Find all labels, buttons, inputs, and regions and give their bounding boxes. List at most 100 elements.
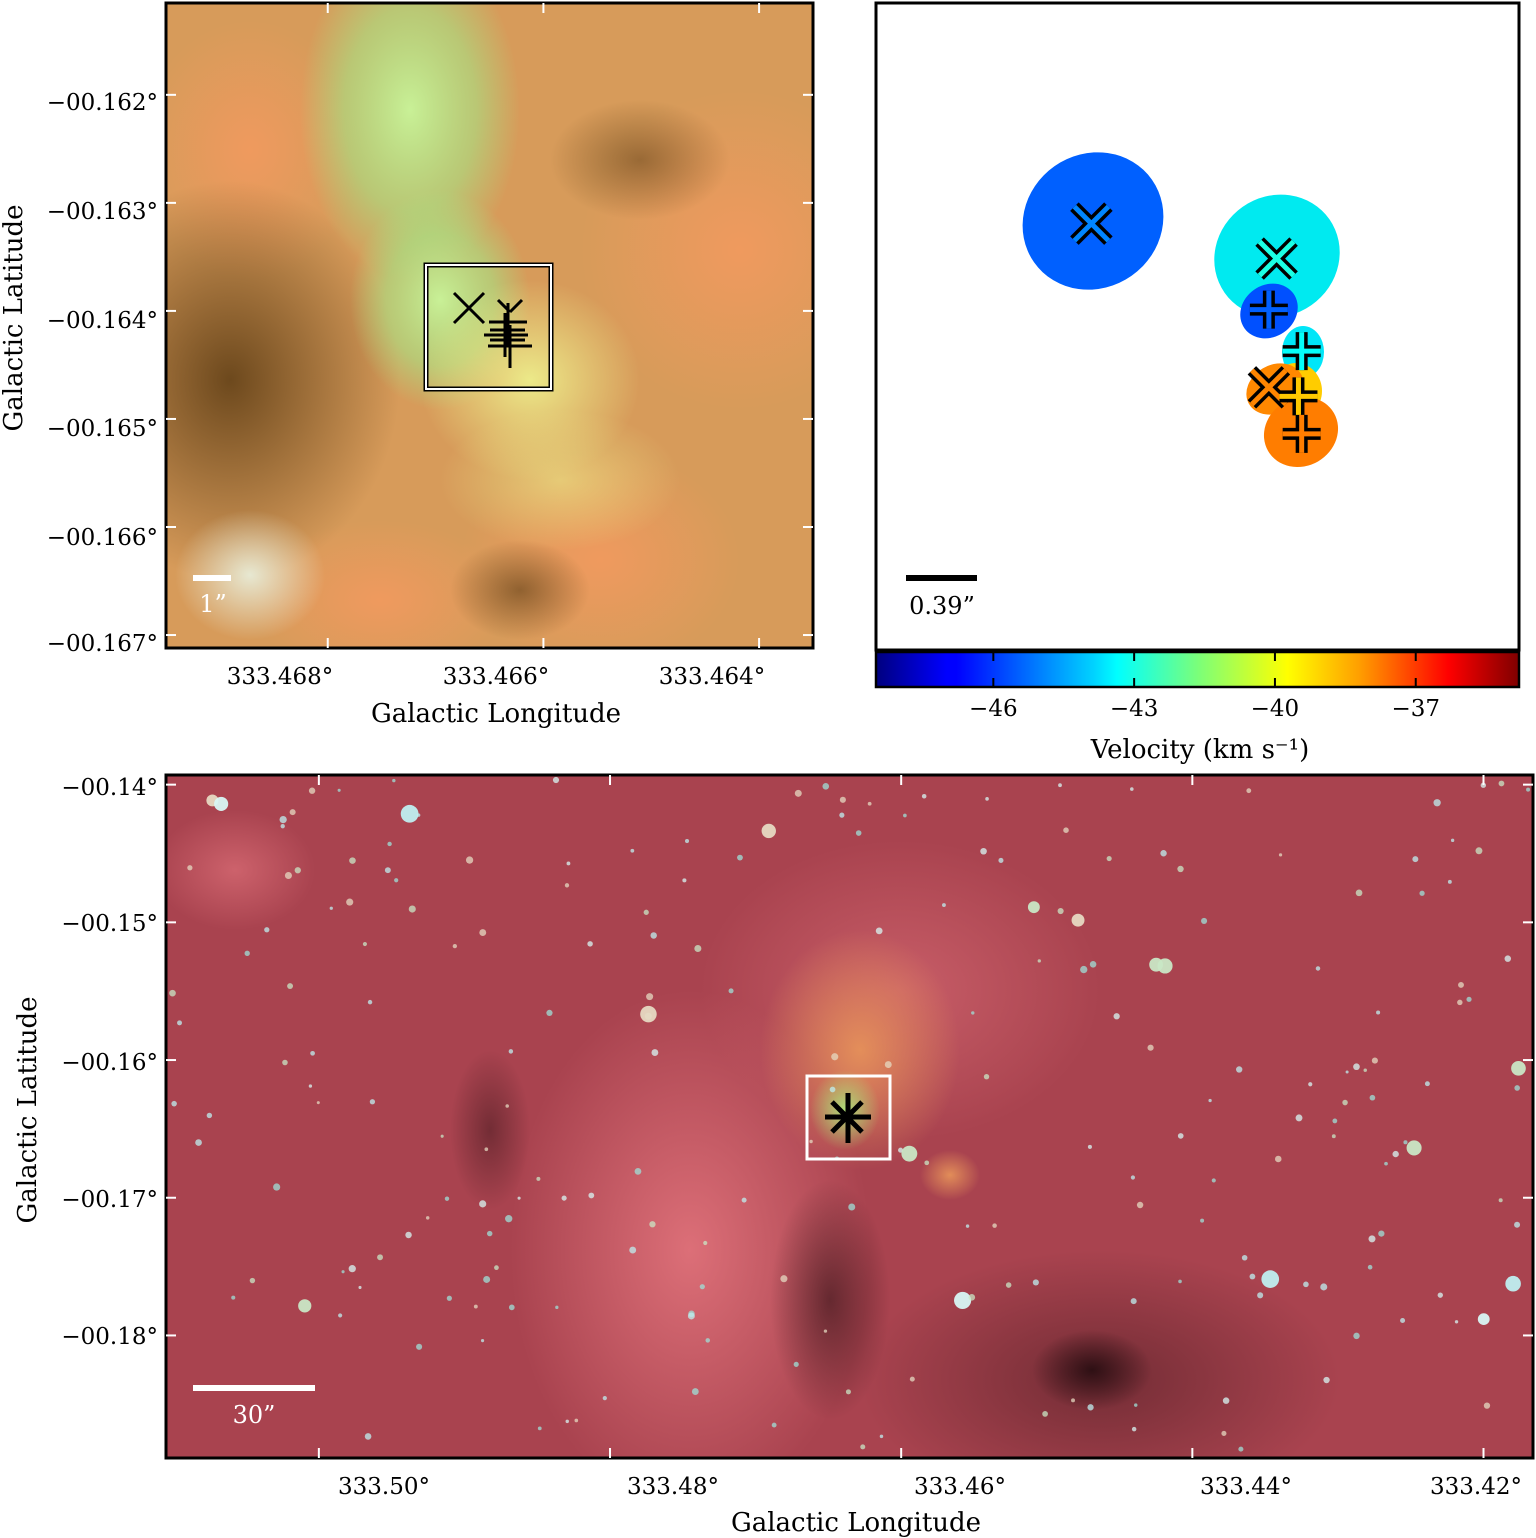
star bbox=[823, 1329, 828, 1333]
star bbox=[1526, 787, 1531, 792]
star bbox=[793, 1361, 799, 1367]
x-marker bbox=[1072, 204, 1111, 243]
star bbox=[1236, 1066, 1243, 1073]
star bbox=[903, 813, 907, 818]
topright-scalebar: 0.39” bbox=[906, 575, 977, 620]
star bbox=[505, 1215, 513, 1223]
star bbox=[1080, 965, 1088, 974]
star bbox=[1437, 1292, 1443, 1298]
star bbox=[480, 1339, 485, 1343]
star bbox=[1355, 889, 1363, 897]
star bbox=[1450, 838, 1455, 842]
star bbox=[1308, 1082, 1313, 1087]
star bbox=[452, 943, 457, 949]
star bbox=[1353, 1063, 1360, 1071]
star bbox=[565, 1419, 569, 1424]
star bbox=[855, 830, 862, 836]
plus-marker bbox=[1282, 332, 1321, 371]
star bbox=[564, 883, 570, 888]
bottom-xlabel: Galactic Longitude bbox=[731, 1508, 981, 1538]
star bbox=[1042, 1411, 1048, 1417]
star bbox=[574, 1418, 579, 1423]
star bbox=[965, 1224, 970, 1228]
star bbox=[206, 1112, 213, 1119]
star bbox=[1477, 1313, 1490, 1326]
topleft-image bbox=[166, 3, 813, 648]
ytick-label: −00.15° bbox=[61, 911, 158, 937]
star bbox=[282, 1059, 288, 1066]
star bbox=[546, 1009, 553, 1016]
star bbox=[588, 1192, 595, 1199]
star bbox=[394, 878, 399, 883]
star bbox=[484, 1147, 489, 1152]
bottom-frame bbox=[164, 773, 1535, 1460]
star bbox=[1514, 1085, 1520, 1091]
star bbox=[1400, 1317, 1406, 1324]
xtick-label: 333.42° bbox=[1430, 1474, 1522, 1500]
star bbox=[1331, 1134, 1336, 1139]
star bbox=[831, 1053, 839, 1061]
star bbox=[517, 1196, 521, 1200]
star bbox=[505, 1104, 509, 1108]
star bbox=[587, 941, 593, 947]
star bbox=[1130, 787, 1134, 791]
star bbox=[1160, 850, 1167, 857]
xtick-label: 333.464° bbox=[659, 664, 766, 690]
star bbox=[1353, 1332, 1360, 1340]
bottom-scalebar-label: 30” bbox=[233, 1401, 276, 1429]
topright-scalebar-label: 0.39” bbox=[909, 592, 975, 620]
plus-marker bbox=[488, 325, 532, 368]
star bbox=[329, 906, 333, 910]
star bbox=[983, 1074, 990, 1080]
star bbox=[552, 776, 560, 784]
star bbox=[794, 789, 802, 797]
star bbox=[425, 1216, 430, 1220]
star bbox=[1447, 879, 1452, 884]
star bbox=[640, 1005, 657, 1023]
plus-marker bbox=[1282, 414, 1321, 453]
star bbox=[1057, 907, 1064, 915]
star bbox=[367, 999, 373, 1005]
star bbox=[1087, 1144, 1092, 1149]
star bbox=[1419, 890, 1425, 896]
ytick-label: −00.163° bbox=[47, 199, 158, 225]
star bbox=[879, 1434, 884, 1439]
star bbox=[985, 797, 989, 801]
star bbox=[1246, 788, 1252, 794]
colorbar-tick-label: −46 bbox=[969, 696, 1018, 722]
star bbox=[169, 989, 176, 997]
star bbox=[1005, 1282, 1012, 1288]
star bbox=[1511, 1060, 1526, 1076]
star bbox=[924, 1160, 930, 1166]
topleft-zoom-box bbox=[425, 264, 552, 390]
star bbox=[1134, 1403, 1138, 1407]
star bbox=[308, 1084, 313, 1088]
star bbox=[602, 1396, 607, 1401]
colorbar-tick-label: −40 bbox=[1251, 696, 1300, 722]
star bbox=[1136, 1201, 1144, 1209]
star bbox=[264, 927, 270, 933]
xtick-label: 333.44° bbox=[1200, 1474, 1292, 1500]
star bbox=[1113, 1013, 1120, 1020]
star bbox=[1368, 1235, 1376, 1243]
x-marker bbox=[1257, 239, 1296, 278]
topleft-xticklabels: 333.468° 333.466° 333.464° bbox=[227, 664, 766, 690]
star bbox=[691, 1388, 699, 1395]
ytick-label: −00.166° bbox=[47, 525, 158, 551]
star bbox=[1403, 1140, 1408, 1145]
star bbox=[473, 1304, 478, 1309]
ytick-label: −00.162° bbox=[47, 90, 158, 116]
star bbox=[1345, 1070, 1349, 1074]
star bbox=[1378, 1230, 1385, 1237]
topleft-frame bbox=[164, 1, 815, 650]
star bbox=[1221, 1430, 1227, 1436]
star bbox=[1498, 1198, 1503, 1203]
star-field bbox=[169, 776, 1531, 1452]
star bbox=[177, 1020, 182, 1026]
star bbox=[358, 1285, 362, 1289]
star bbox=[1504, 955, 1512, 962]
star bbox=[1342, 1099, 1348, 1106]
star bbox=[494, 1265, 499, 1271]
topright-frame bbox=[874, 1, 1521, 652]
star bbox=[195, 1139, 202, 1146]
